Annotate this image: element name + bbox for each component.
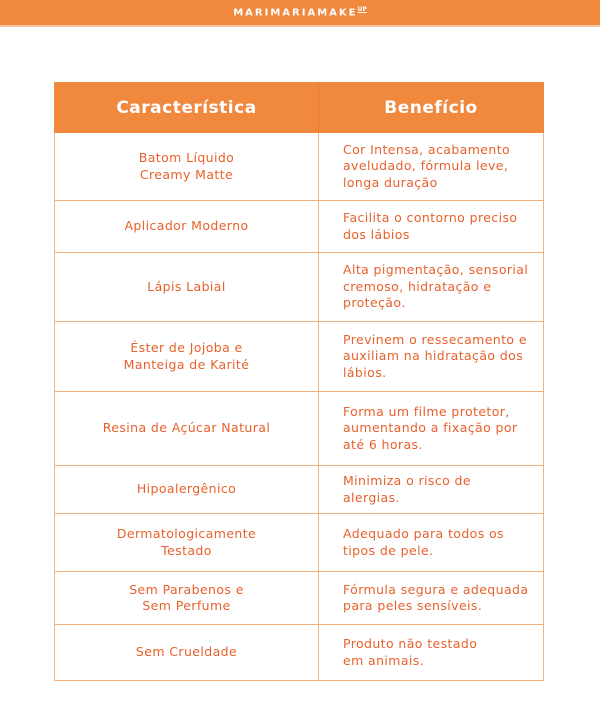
column-header-feature: Característica bbox=[54, 82, 319, 133]
features-table: Característica Benefício Batom Líquido C… bbox=[54, 82, 544, 681]
feature-cell: Batom Líquido Creamy Matte bbox=[54, 132, 319, 201]
table-row: Dermatologicamente Testado Adequado para … bbox=[54, 513, 544, 572]
feature-cell: Dermatologicamente Testado bbox=[54, 513, 319, 572]
feature-cell: Éster de Jojoba e Manteiga de Karité bbox=[54, 321, 319, 392]
feature-cell: Aplicador Moderno bbox=[54, 200, 319, 253]
feature-cell: Hipoalergênico bbox=[54, 465, 319, 514]
benefit-cell: Alta pigmentação, sensorial cremoso, hid… bbox=[318, 252, 544, 322]
benefit-cell: Cor Intensa, acabamento aveludado, fórmu… bbox=[318, 132, 544, 201]
column-header-benefit: Benefício bbox=[318, 82, 544, 133]
feature-cell: Sem Crueldade bbox=[54, 624, 319, 681]
feature-cell: Sem Parabenos e Sem Perfume bbox=[54, 571, 319, 625]
benefit-cell: Previnem o ressecamento e auxiliam na hi… bbox=[318, 321, 544, 392]
benefit-cell: Minimiza o risco de alergias. bbox=[318, 465, 544, 514]
benefit-cell: Fórmula segura e adequada para peles sen… bbox=[318, 571, 544, 625]
benefit-cell: Forma um filme protetor, aumentando a fi… bbox=[318, 391, 544, 466]
table-row: Resina de Açúcar Natural Forma um filme p… bbox=[54, 391, 544, 466]
table-row: Sem Parabenos e Sem Perfume Fórmula segur… bbox=[54, 571, 544, 625]
feature-cell: Lápis Labial bbox=[54, 252, 319, 322]
table-row: Batom Líquido Creamy Matte Cor Intensa, a… bbox=[54, 132, 544, 201]
benefit-cell: Facilita o contorno preciso dos lábios bbox=[318, 200, 544, 253]
table-row: Aplicador Moderno Facilita o contorno pre… bbox=[54, 200, 544, 253]
table-header-row: Característica Benefício bbox=[54, 82, 544, 133]
top-banner: MARIMARIAMAKEUP bbox=[0, 0, 600, 27]
brand-logo: MARIMARIAMAKEUP bbox=[233, 6, 367, 19]
table-row: Éster de Jojoba e Manteiga de Karité Prev… bbox=[54, 321, 544, 392]
benefit-cell: Adequado para todos os tipos de pele. bbox=[318, 513, 544, 572]
table-row: Sem Crueldade Produto não testado em anim… bbox=[54, 624, 544, 681]
table-row: Lápis Labial Alta pigmentação, sensorial … bbox=[54, 252, 544, 322]
feature-cell: Resina de Açúcar Natural bbox=[54, 391, 319, 466]
benefit-cell: Produto não testado em animais. bbox=[318, 624, 544, 681]
table-row: Hipoalergênico Minimiza o risco de alergi… bbox=[54, 465, 544, 514]
